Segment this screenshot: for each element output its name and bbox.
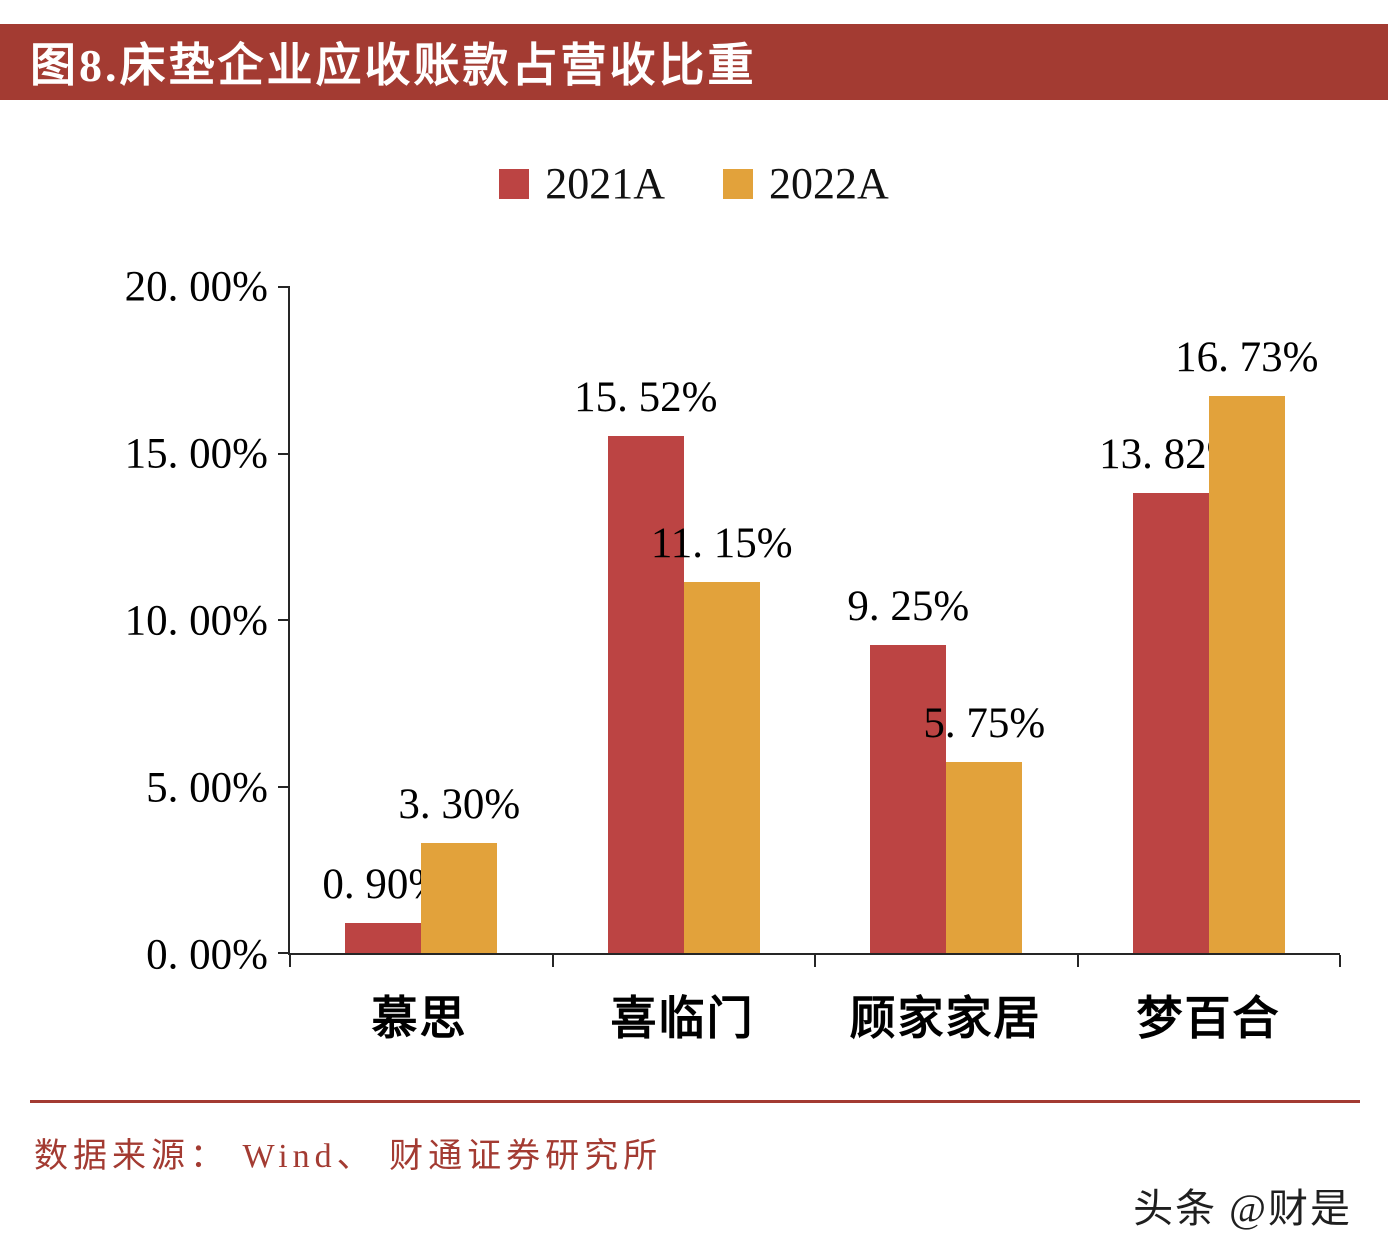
legend-label: 2022A — [769, 159, 889, 208]
figure-title-bar: 图8.床垫企业应收账款占营收比重 — [0, 24, 1388, 100]
figure-title: 图8.床垫企业应收账款占营收比重 — [30, 40, 757, 91]
bar-value-label: 9. 25% — [847, 582, 970, 630]
y-axis-tick — [278, 785, 290, 788]
y-tick-label: 20. 00% — [124, 263, 268, 311]
x-axis-tick — [814, 955, 816, 967]
y-axis-tick — [278, 452, 290, 455]
y-tick-label: 10. 00% — [124, 597, 268, 645]
x-axis-tick — [551, 955, 554, 967]
plot-area: 0. 90% 3. 30% 15. 52% 11. 15% 9. 25% 5. 75% 13… — [278, 286, 1341, 967]
bar-value-label: 11. 15% — [650, 519, 793, 567]
bar-wrap: 3. 30% — [398, 287, 520, 953]
watermark-text: 头条 @财是 — [1133, 1186, 1352, 1231]
category-label: 慕思 — [371, 993, 468, 1044]
data-source-text: 数据来源： Wind、 财通证券研究所 — [34, 1138, 663, 1175]
legend-swatch — [723, 168, 753, 199]
bar-2021A — [345, 923, 422, 953]
y-axis-tick — [278, 952, 290, 954]
bar-2021A — [870, 644, 947, 953]
bar-wrap: 13. 82% — [1099, 287, 1242, 953]
bar-value-label: 5. 75% — [923, 699, 1046, 747]
legend-item-2021A: 2021A — [499, 158, 665, 209]
bar-2022A — [421, 843, 498, 953]
bar-wrap: 5. 75% — [923, 287, 1045, 953]
x-axis-category-row: 慕思 喜临门 顾家家居 梦百合 — [288, 982, 1340, 1048]
bar-wrap: 0. 90% — [322, 287, 444, 953]
category-label: 顾家家居 — [849, 993, 1042, 1044]
bar-2021A — [607, 436, 684, 953]
bar-value-label: 3. 30% — [398, 781, 521, 829]
y-tick-label: 5. 00% — [146, 764, 268, 812]
legend-label: 2021A — [545, 159, 665, 208]
y-axis-tick — [278, 619, 290, 621]
bar-2022A — [683, 581, 760, 953]
y-tick-label: 15. 00% — [124, 430, 268, 478]
y-axis: 20. 00% 15. 00% 10. 00% 5. 00% 0. 00% — [0, 264, 268, 979]
bar-wrap: 15. 52% — [574, 287, 717, 953]
bar-2021A — [1132, 492, 1209, 953]
chart-legend: 2021A 2022A — [0, 158, 1388, 209]
bar-2022A — [1208, 395, 1285, 953]
bar-wrap: 9. 25% — [847, 287, 969, 953]
x-axis-tick — [289, 955, 291, 967]
bar-2022A — [946, 761, 1023, 953]
y-axis-tick — [278, 286, 290, 288]
bar-wrap: 16. 73% — [1175, 287, 1318, 953]
x-axis-tick — [1339, 955, 1341, 967]
bar-group-2: 9. 25% 5. 75% — [815, 287, 1078, 953]
bar-group-3: 13. 82% 16. 73% — [1078, 287, 1341, 953]
bar-group-1: 15. 52% 11. 15% — [553, 287, 816, 953]
x-axis-tick — [1076, 955, 1079, 967]
source-divider — [30, 1100, 1360, 1103]
bar-value-label: 15. 52% — [574, 374, 718, 422]
bar-group-0: 0. 90% 3. 30% — [290, 287, 553, 953]
category-label: 梦百合 — [1136, 993, 1281, 1044]
legend-item-2022A: 2022A — [723, 158, 889, 209]
y-tick-label: 0. 00% — [146, 931, 268, 979]
legend-swatch — [499, 168, 530, 199]
bar-value-label: 16. 73% — [1175, 333, 1319, 381]
category-label: 喜临门 — [610, 993, 755, 1044]
bar-wrap: 11. 15% — [651, 287, 793, 953]
